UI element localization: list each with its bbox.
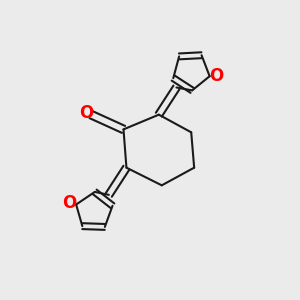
Text: O: O [62,194,76,212]
Text: O: O [209,67,223,85]
Text: O: O [80,104,94,122]
